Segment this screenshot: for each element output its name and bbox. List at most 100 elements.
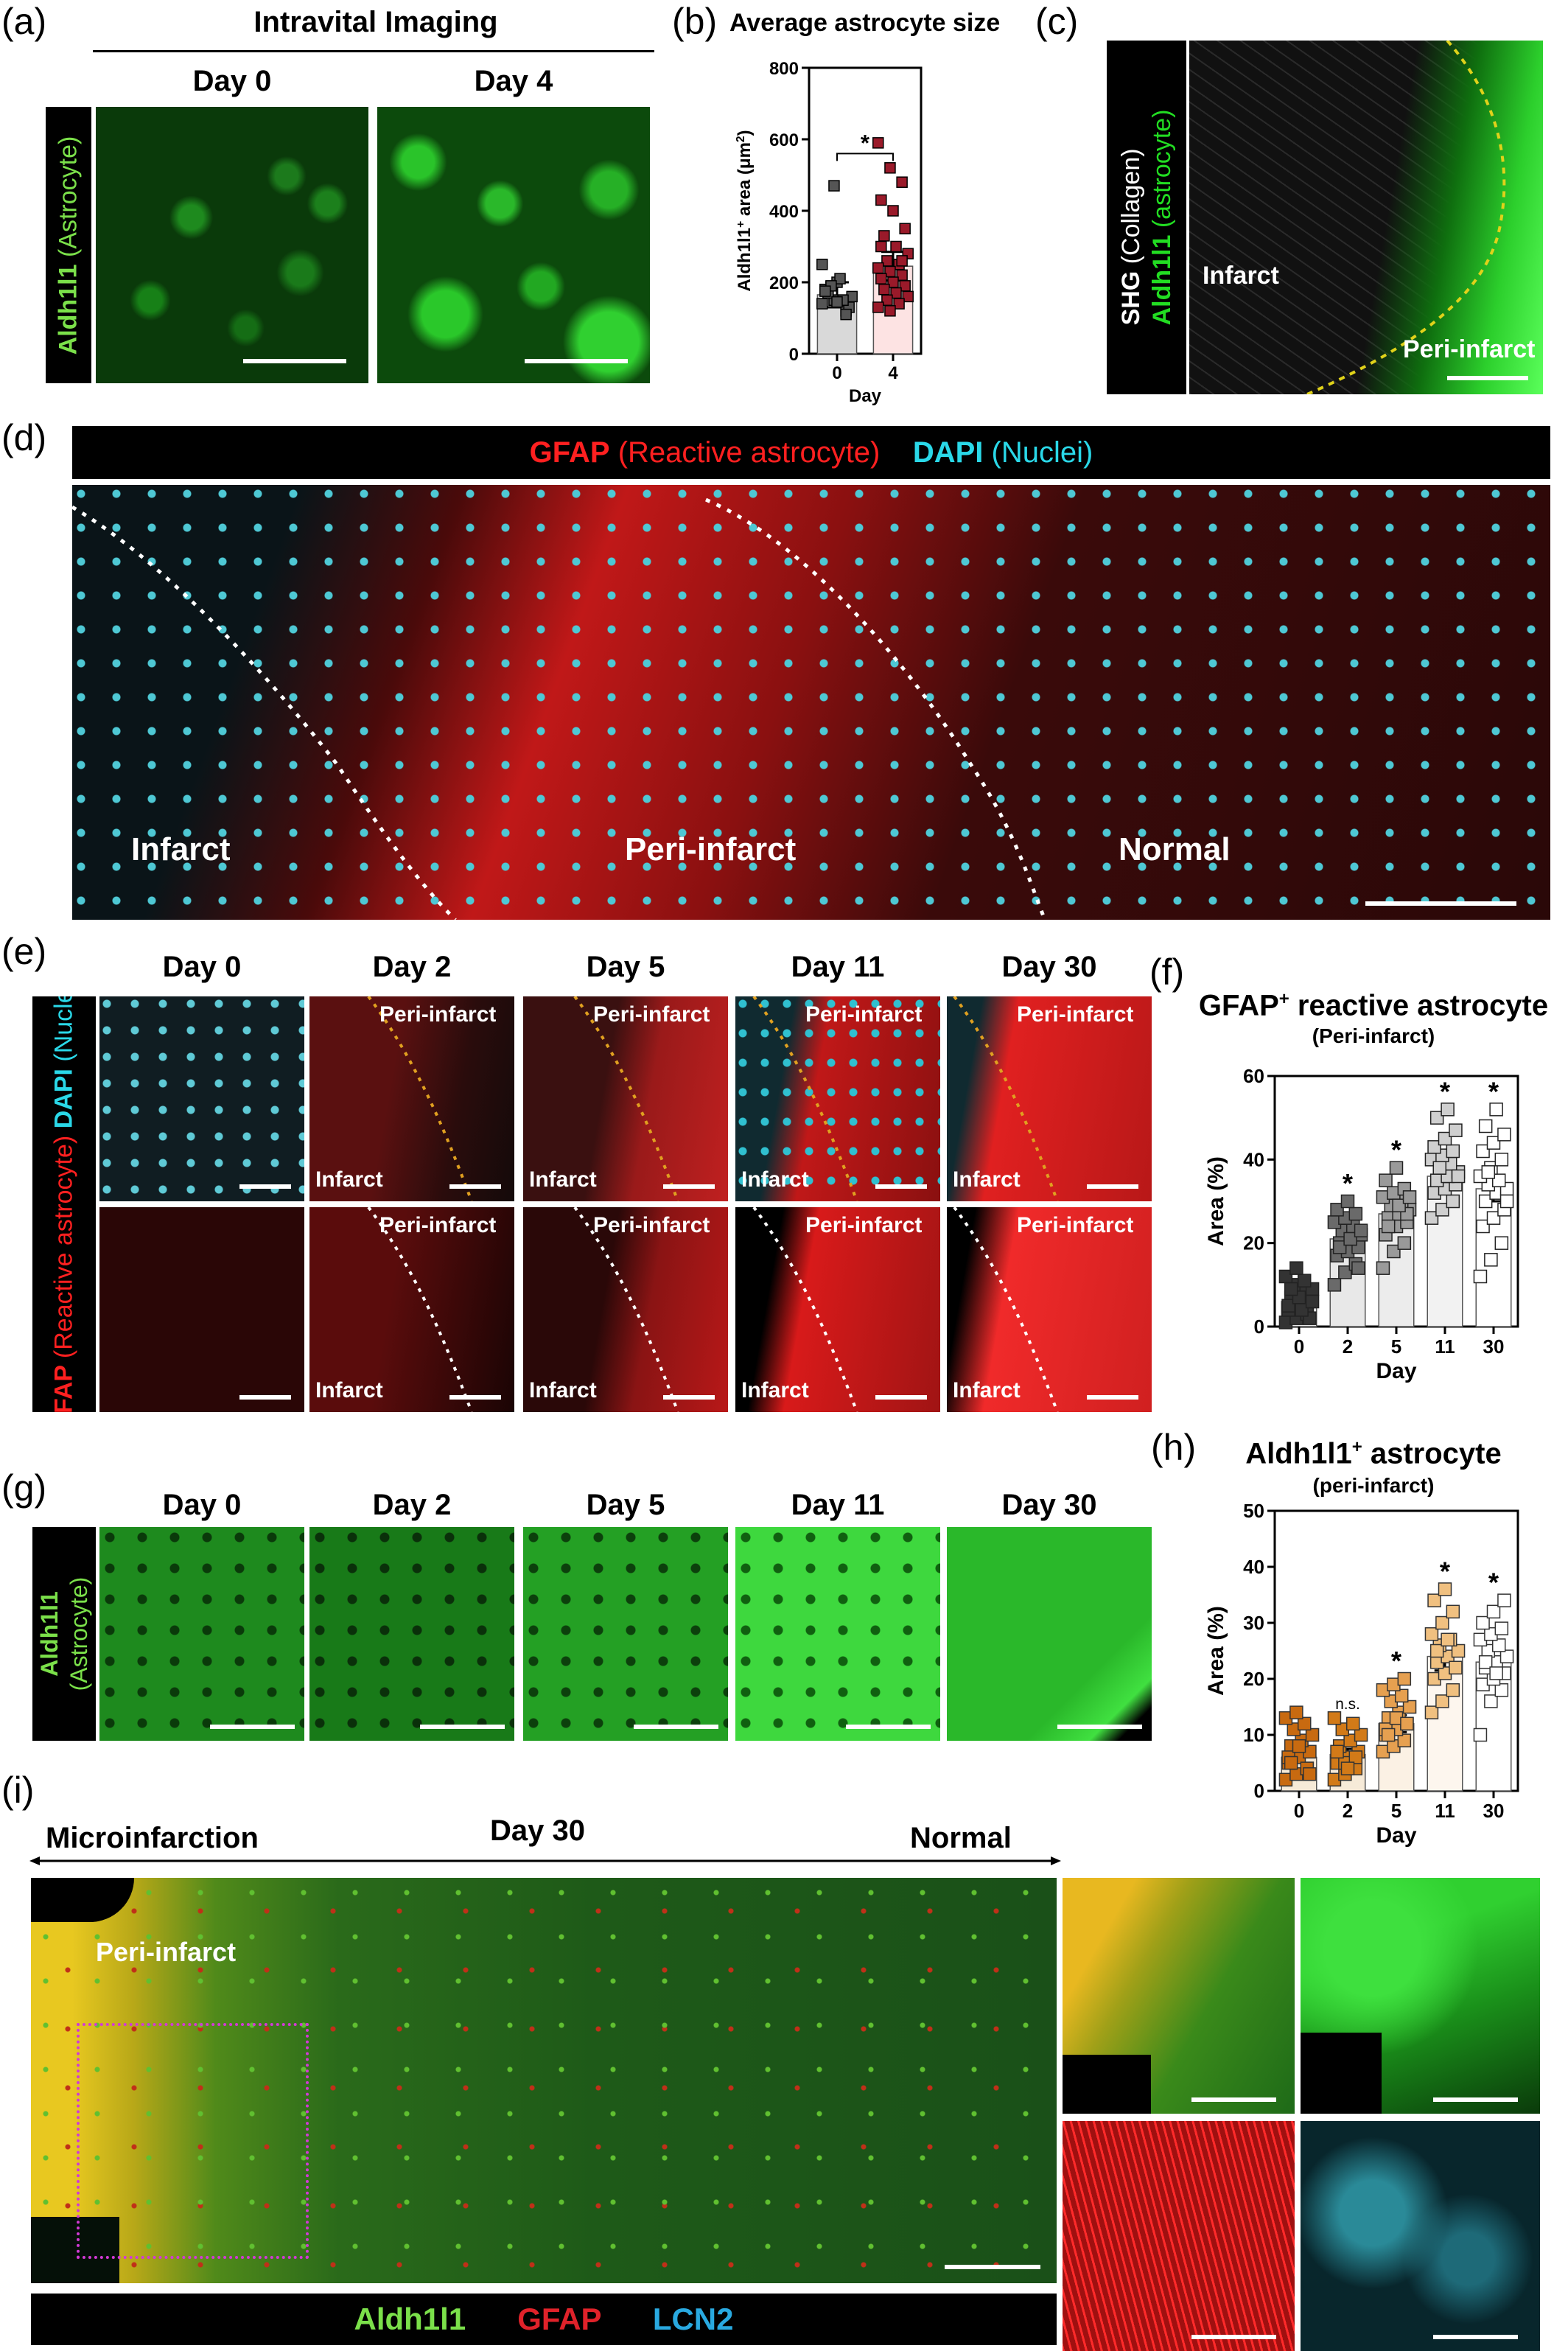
scale-bar (210, 1725, 295, 1729)
panel-e-infarct-label: Infarct (953, 1167, 1021, 1192)
lcn2-legend: LCN2 (652, 2302, 734, 2336)
data-point (819, 285, 831, 297)
y-tick-label: 600 (769, 130, 799, 150)
y-tick-label: 800 (769, 59, 799, 79)
panel-a-title-rule (93, 50, 654, 52)
panel-d-peri-label: Peri-infarct (625, 831, 797, 867)
x-tick-label: 2 (1343, 1800, 1353, 1822)
panel-d-normal-label: Normal (1119, 831, 1231, 867)
data-point (1486, 1604, 1501, 1619)
panel-e-peri-label: Peri-infarct (379, 1002, 497, 1027)
x-tick-label: 0 (1294, 1800, 1304, 1822)
scale-bar (1447, 376, 1528, 380)
panel-i-dark-bottom (31, 2217, 119, 2283)
panel-i-inset-red (1063, 2121, 1295, 2351)
dapi-marker: DAPI (912, 436, 984, 469)
data-point (872, 262, 884, 274)
data-point (1451, 1643, 1466, 1658)
data-point (1438, 1582, 1452, 1596)
panel-d-header: GFAP (Reactive astrocyte) DAPI (Nuclei) (72, 426, 1550, 479)
y-tick-label: 0 (1254, 1316, 1264, 1338)
panel-g-day-label: Day 30 (1001, 1489, 1097, 1521)
data-point (1486, 1136, 1501, 1150)
data-point (893, 298, 905, 310)
data-point (1424, 1705, 1439, 1719)
data-point (1427, 1140, 1441, 1154)
gfap-legend: GFAP (517, 2302, 601, 2336)
data-point (828, 180, 840, 192)
y-tick-label: 0 (789, 345, 799, 365)
scale-bar (525, 359, 628, 363)
x-axis-label: Day (849, 386, 882, 406)
y-tick-label: 60 (1243, 1065, 1264, 1087)
significance-label: * (1391, 1135, 1402, 1165)
significance-label: * (1488, 1568, 1499, 1598)
scale-bar (243, 359, 346, 363)
data-point (1281, 1299, 1295, 1313)
scale-bar (634, 1725, 718, 1729)
panel-b-title: Average astrocyte size (729, 9, 1001, 37)
data-point (1354, 1728, 1368, 1742)
panel-d-boundaries (72, 497, 1047, 920)
panel-e-peri-label: Peri-infarct (805, 1002, 923, 1027)
scale-bar (663, 1395, 715, 1400)
panel-c-label: (c) (1035, 1, 1079, 42)
panel-h-subtitle: (peri-infarct) (1312, 1474, 1435, 1497)
x-tick-label: 30 (1483, 1335, 1505, 1358)
aldh1l1-marker: Aldh1l1 (1148, 234, 1176, 326)
x-tick-label: 11 (1435, 1335, 1455, 1358)
data-point (1327, 1711, 1342, 1725)
reactive-astrocyte-desc: (Reactive astrocyte) (617, 436, 881, 469)
data-point (1494, 1236, 1509, 1250)
panel-i-peri-label: Peri-infarct (96, 1937, 237, 1967)
panel-e-infarct-label: Infarct (741, 1167, 809, 1192)
panel-c-boundary (1306, 41, 1506, 394)
data-point (1397, 1733, 1412, 1747)
astrocyte-desc: (Astrocyte) (66, 1576, 92, 1691)
panel-g-day-label: Day 2 (372, 1489, 452, 1521)
panel-g-image (309, 1527, 514, 1741)
panel-g-day-label: Day 11 (791, 1489, 885, 1521)
panel-i-double-arrow (29, 1856, 1061, 1865)
panel-i-label: (i) (1, 1770, 35, 1811)
data-point (1392, 1198, 1406, 1212)
panel-g-label: (g) (1, 1467, 47, 1509)
panel-a-day-4: Day 4 (474, 65, 553, 97)
data-point (1297, 1274, 1312, 1288)
data-point (1478, 1119, 1493, 1133)
panel-d-image: Infarct Peri-infarct Normal (72, 485, 1550, 920)
panel-e-peri-label: Peri-infarct (379, 1213, 497, 1237)
data-point (1340, 1194, 1355, 1209)
panel-i-inset-green (1301, 1878, 1540, 2114)
scale-bar (449, 1395, 501, 1400)
data-point (1446, 1683, 1460, 1697)
data-point (1305, 1294, 1320, 1309)
data-point (884, 162, 896, 174)
data-point (1284, 1756, 1298, 1770)
panel-i-main-image: Peri-infarct (31, 1878, 1057, 2283)
panel-e-day-label: Day 2 (372, 951, 452, 983)
panel-g-day-label: Day 5 (586, 1489, 665, 1521)
scale-bar (875, 1395, 927, 1400)
significance-label: n.s. (1335, 1696, 1360, 1713)
data-point (1489, 1666, 1503, 1680)
data-point (1429, 1643, 1444, 1658)
data-point (1494, 1621, 1509, 1635)
data-point (831, 296, 843, 308)
panel-i-inset-merge (1063, 1878, 1295, 2114)
data-point (896, 176, 908, 188)
scale-bar (239, 1395, 291, 1400)
y-axis-label: Area (%) (1204, 1156, 1228, 1246)
gfap-marker: GFAP (49, 1365, 78, 1412)
panel-e-infarct-label: Infarct (953, 1378, 1021, 1402)
aldh1l1-legend: Aldh1l1 (354, 2302, 466, 2336)
data-point (1327, 1278, 1342, 1292)
data-point (1476, 1615, 1490, 1630)
data-point (1330, 1744, 1344, 1759)
data-point (1354, 1223, 1368, 1237)
data-point (1497, 1593, 1511, 1607)
panel-i-zoom-box[interactable] (77, 2023, 309, 2259)
data-point (816, 298, 828, 310)
shg-marker: SHG (1117, 270, 1145, 326)
panel-g-side-label: Aldh1l1 (Astrocyte) (32, 1527, 96, 1741)
